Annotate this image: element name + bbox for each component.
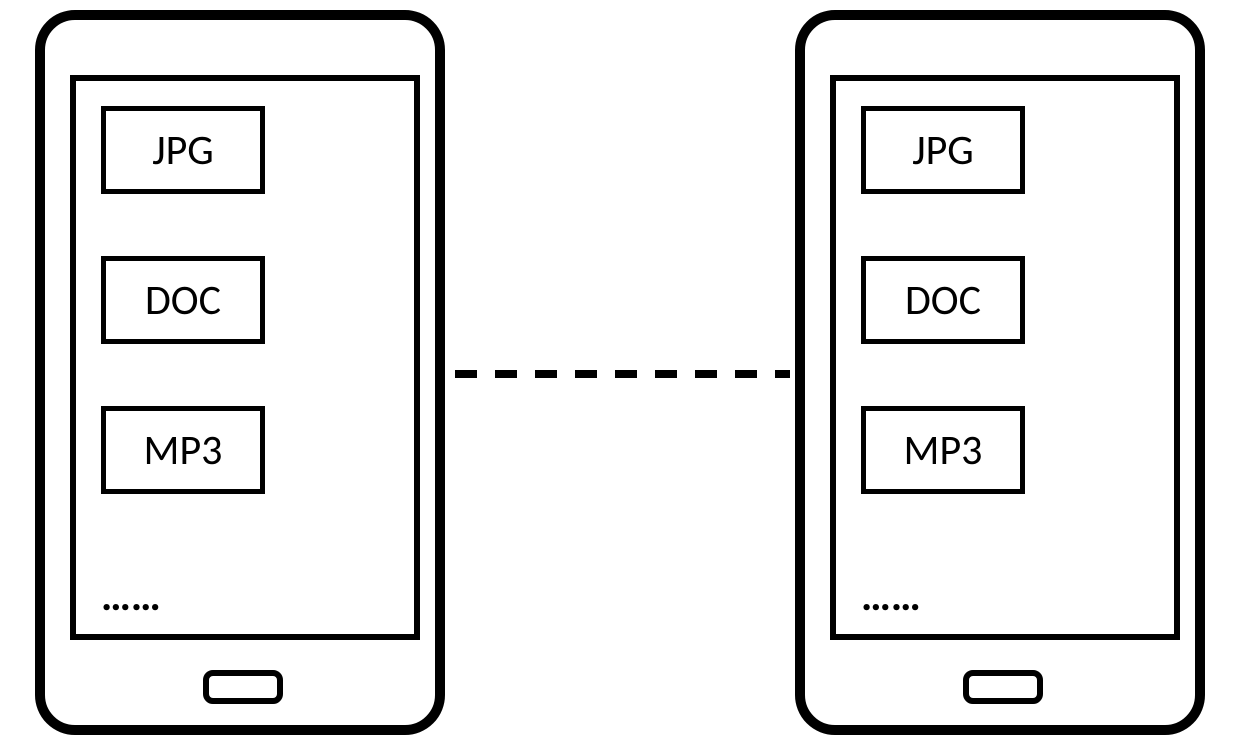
file-box-label: DOC bbox=[145, 275, 221, 326]
file-box-mp3: MP3 bbox=[861, 406, 1025, 494]
file-box-label: MP3 bbox=[144, 425, 223, 476]
phone-left-home-button bbox=[203, 670, 283, 704]
ellipsis: …… bbox=[861, 571, 921, 622]
phone-right-home-button bbox=[963, 670, 1043, 704]
file-box-doc: DOC bbox=[101, 256, 265, 344]
file-box-label: DOC bbox=[905, 275, 981, 326]
file-box-jpg: JPG bbox=[101, 106, 265, 194]
file-box-doc: DOC bbox=[861, 256, 1025, 344]
file-box-mp3: MP3 bbox=[101, 406, 265, 494]
phone-left: JPG DOC MP3 …… bbox=[35, 10, 445, 735]
phone-right-screen: JPG DOC MP3 …… bbox=[830, 75, 1180, 640]
file-box-label: MP3 bbox=[904, 425, 983, 476]
ellipsis: …… bbox=[101, 571, 161, 622]
connection-line bbox=[455, 370, 790, 378]
file-box-label: JPG bbox=[912, 125, 974, 176]
file-box-jpg: JPG bbox=[861, 106, 1025, 194]
file-box-label: JPG bbox=[152, 125, 214, 176]
phone-left-screen: JPG DOC MP3 …… bbox=[70, 75, 420, 640]
phone-right: JPG DOC MP3 …… bbox=[795, 10, 1205, 735]
